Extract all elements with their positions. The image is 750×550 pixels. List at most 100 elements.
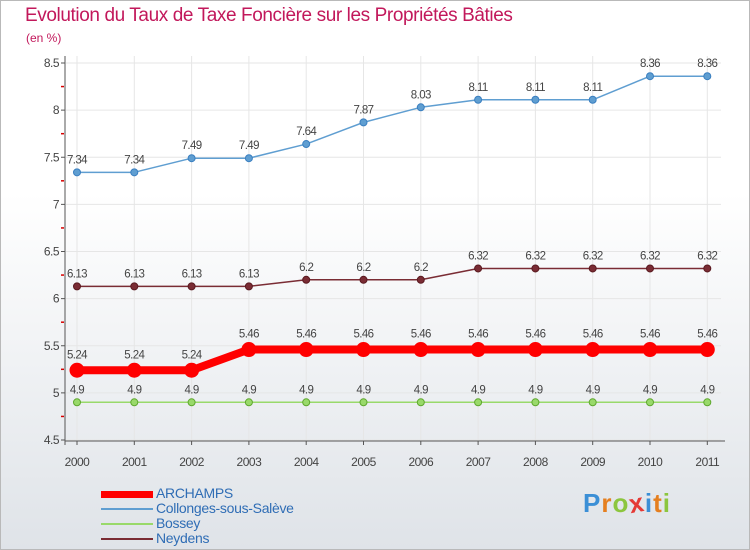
data-point-archamps <box>642 342 658 358</box>
data-point-neydens <box>531 264 540 273</box>
data-label-bossey: 4.9 <box>414 384 428 396</box>
data-point-collonges-sous-saleve <box>416 103 425 112</box>
legend-swatch-neydens <box>101 538 153 540</box>
y-tick-label: 8.5 <box>44 56 60 70</box>
data-label-archamps: 5.46 <box>640 329 660 341</box>
y-tick-label: 8 <box>53 103 60 117</box>
data-label-collonges-sous-saleve: 8.11 <box>583 82 602 94</box>
data-label-collonges-sous-saleve: 7.87 <box>354 104 374 116</box>
data-point-collonges-sous-saleve <box>244 154 253 163</box>
legend-label-archamps: ARCHAMPS <box>156 485 233 501</box>
y-tick-label: 6 <box>53 292 60 306</box>
y-tick-label: 5 <box>53 386 60 400</box>
data-label-neydens: 6.2 <box>414 262 428 274</box>
data-point-neydens <box>244 282 253 291</box>
x-tick-label: 2001 <box>122 455 148 469</box>
series-line-archamps <box>73 345 712 375</box>
logo-letter: o <box>612 488 630 518</box>
legend-label-neydens: Neydens <box>156 530 210 546</box>
data-label-bossey: 4.9 <box>643 384 657 396</box>
data-label-archamps: 5.46 <box>239 329 259 341</box>
data-point-neydens <box>474 264 483 273</box>
data-point-neydens <box>187 282 196 291</box>
data-point-bossey <box>703 398 712 407</box>
y-tick-label: 5.5 <box>44 339 60 353</box>
series-line-neydens <box>76 267 709 288</box>
data-label-collonges-sous-saleve: 8.11 <box>469 82 488 94</box>
data-point-neydens <box>302 275 311 284</box>
y-tick-label: 7 <box>53 197 60 211</box>
data-point-neydens <box>130 282 139 291</box>
data-point-bossey <box>187 398 196 407</box>
data-point-archamps <box>184 362 200 378</box>
data-label-neydens: 6.13 <box>124 268 144 280</box>
data-point-collonges-sous-saleve <box>646 72 654 81</box>
data-label-collonges-sous-saleve: 8.36 <box>640 58 660 70</box>
y-tick-label: 4.5 <box>44 433 60 447</box>
y-tick-label: 6.5 <box>44 245 60 259</box>
data-point-bossey <box>531 398 540 407</box>
data-point-neydens <box>359 275 368 284</box>
data-point-archamps <box>413 342 429 358</box>
data-label-archamps: 5.46 <box>525 329 545 341</box>
data-label-archamps: 5.46 <box>411 329 431 341</box>
data-label-archamps: 5.24 <box>124 349 145 361</box>
x-tick-label: 2007 <box>466 455 492 469</box>
logo-letter: i <box>662 488 671 518</box>
series-line-collonges-sous-saleve <box>76 75 709 174</box>
x-tick-label: 2002 <box>179 455 205 469</box>
data-point-bossey <box>302 398 311 407</box>
data-point-bossey <box>474 398 483 407</box>
data-point-archamps <box>298 342 314 358</box>
data-label-neydens: 6.32 <box>468 250 488 262</box>
data-point-archamps <box>470 342 486 358</box>
data-label-collonges-sous-saleve: 8.11 <box>526 82 545 94</box>
data-point-collonges-sous-saleve <box>474 95 483 104</box>
x-tick-label: 2006 <box>408 455 434 469</box>
data-point-collonges-sous-saleve <box>359 118 368 127</box>
data-label-collonges-sous-saleve: 7.64 <box>296 126 317 138</box>
x-tick-label: 2011 <box>695 455 720 469</box>
x-tick-label: 2000 <box>65 455 91 469</box>
data-point-neydens <box>703 264 712 273</box>
data-label-bossey: 4.9 <box>528 384 542 396</box>
data-point-archamps <box>241 342 257 358</box>
data-label-neydens: 6.13 <box>239 268 259 280</box>
logo-letter: i <box>644 488 654 518</box>
data-point-collonges-sous-saleve <box>588 95 597 104</box>
data-point-archamps <box>585 342 601 358</box>
data-label-collonges-sous-saleve: 7.34 <box>67 154 88 166</box>
data-label-bossey: 4.9 <box>70 384 84 396</box>
x-tick-label: 2005 <box>351 455 377 469</box>
data-label-collonges-sous-saleve: 7.49 <box>239 140 259 152</box>
legend-label-collonges: Collonges-sous-Salève <box>156 500 294 516</box>
data-label-bossey: 4.9 <box>586 384 600 396</box>
data-label-archamps: 5.24 <box>67 349 88 361</box>
logo-letter: P <box>583 488 602 518</box>
data-point-bossey <box>73 398 81 407</box>
data-label-bossey: 4.9 <box>242 384 256 396</box>
data-point-neydens <box>646 264 654 273</box>
data-label-collonges-sous-saleve: 8.36 <box>697 58 717 70</box>
data-label-archamps: 5.46 <box>296 329 316 341</box>
data-label-neydens: 6.13 <box>67 268 87 280</box>
data-point-collonges-sous-saleve <box>302 140 311 149</box>
data-label-bossey: 4.9 <box>299 384 313 396</box>
data-label-bossey: 4.9 <box>471 384 485 396</box>
data-label-collonges-sous-saleve: 8.03 <box>411 89 431 101</box>
data-point-collonges-sous-saleve <box>73 168 81 177</box>
data-label-collonges-sous-saleve: 7.34 <box>124 154 145 166</box>
data-label-bossey: 4.9 <box>127 384 141 396</box>
y-tick-label: 7.5 <box>44 150 60 164</box>
data-label-archamps: 5.46 <box>583 329 603 341</box>
proxiti-logo: Proxiti <box>583 487 671 519</box>
data-label-neydens: 6.32 <box>583 250 603 262</box>
data-point-neydens <box>588 264 597 273</box>
chart-title: Evolution du Taux de Taxe Foncière sur l… <box>25 5 513 26</box>
data-label-neydens: 6.32 <box>697 250 717 262</box>
data-label-collonges-sous-saleve: 7.49 <box>182 140 202 152</box>
data-label-neydens: 6.32 <box>640 250 660 262</box>
data-label-neydens: 6.13 <box>182 268 202 280</box>
data-point-neydens <box>73 282 81 291</box>
